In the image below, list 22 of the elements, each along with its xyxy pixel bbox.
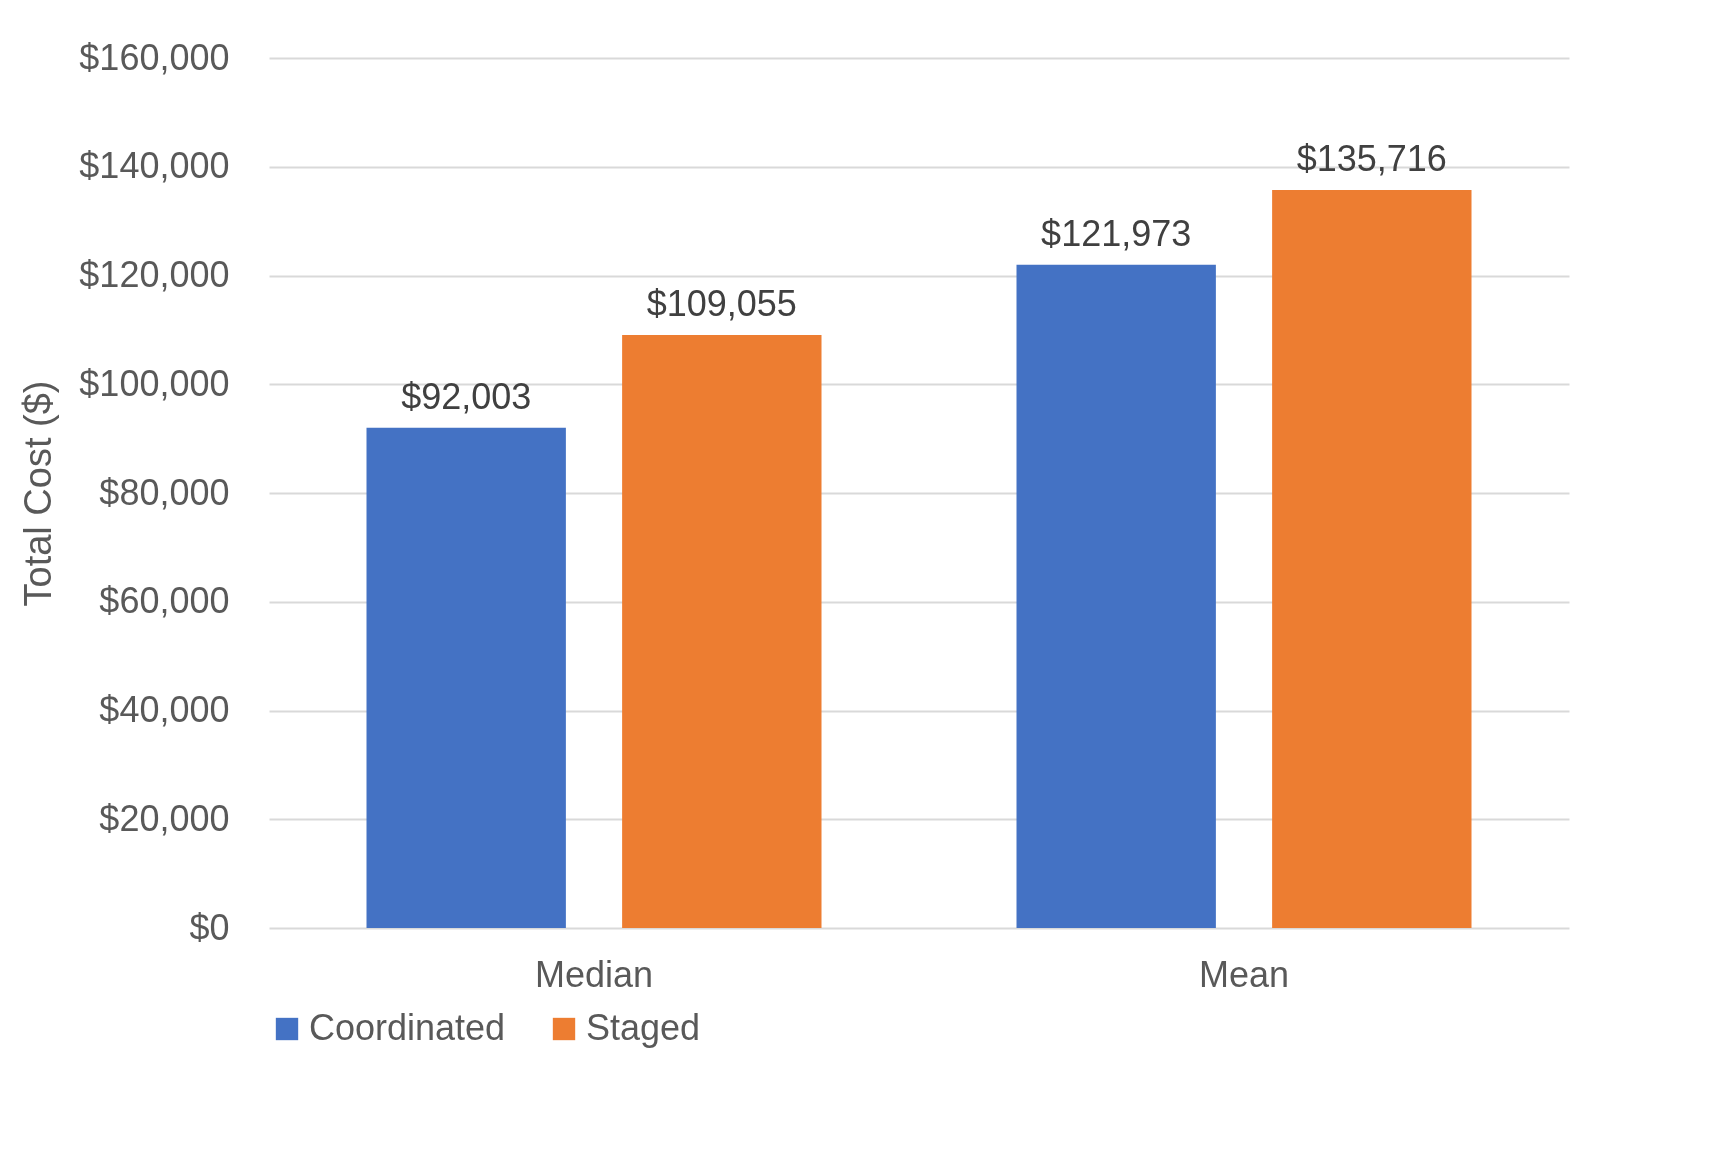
x-tick-label: Median [534, 953, 654, 995]
bar [1272, 190, 1472, 928]
legend-label: Coordinated [309, 1007, 506, 1048]
data-label: $135,716 [1296, 138, 1447, 180]
x-tick-label: Mean [1198, 953, 1290, 995]
legend-label: Staged [586, 1007, 701, 1048]
y-axis-title: Total Cost ($) [17, 380, 60, 607]
y-tick-label: $80,000 [99, 471, 230, 513]
y-tick-label: $60,000 [99, 580, 230, 622]
y-tick-label: $140,000 [79, 145, 230, 187]
bar [622, 335, 822, 928]
bar [1016, 264, 1216, 928]
bar [366, 427, 566, 928]
y-tick-label: $20,000 [99, 797, 230, 839]
y-tick-label: $0 [189, 906, 230, 948]
y-tick-label: $120,000 [79, 254, 230, 295]
data-label: $121,973 [1041, 212, 1192, 254]
y-tick-label: $40,000 [99, 689, 230, 730]
data-label: $109,055 [646, 283, 797, 325]
data-label: $92,003 [401, 375, 532, 417]
y-tick-label: $160,000 [79, 36, 230, 78]
y-tick-label: $100,000 [79, 362, 230, 404]
